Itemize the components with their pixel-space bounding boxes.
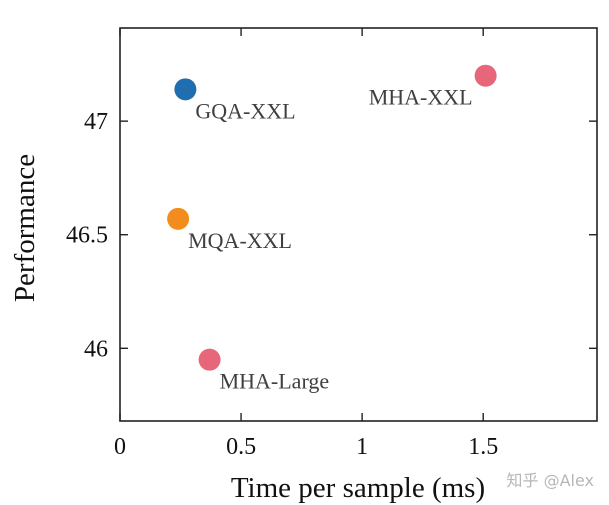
y-tick-label: 47 [84,109,108,135]
watermark-text: 知乎 @Alex [506,471,594,490]
labels-layer: MHA-XXL GQA-XXL MQA-XXL MHA-Large [188,85,473,394]
point-label-gqa-xxl: GQA-XXL [195,98,295,123]
x-tick-label: 1 [356,434,368,460]
axes-layer [119,27,598,422]
point-mqa-xxl [167,207,190,230]
y-tick-label: 46 [84,336,108,362]
point-label-mha-xxl: MHA-XXL [369,85,473,110]
point-gqa-xxl [174,78,197,101]
x-tick-label: 0.5 [226,434,256,460]
point-label-mha-large: MHA-Large [220,369,330,394]
point-label-mqa-xxl: MQA-XXL [188,228,292,253]
y-tick-label: 46.5 [66,223,108,249]
x-tick-label: 1.5 [468,434,498,460]
y-axis-title: Performance [9,154,41,302]
x-tick-label: 0 [114,434,126,460]
point-mha-large [198,348,221,371]
plot-frame [119,27,598,422]
point-mha-xxl [474,64,497,87]
ticks-layer: 0 0.5 1 1.5 46 46.5 47 [66,28,597,460]
points-layer [167,64,497,371]
x-axis-title: Time per sample (ms) [231,472,485,504]
